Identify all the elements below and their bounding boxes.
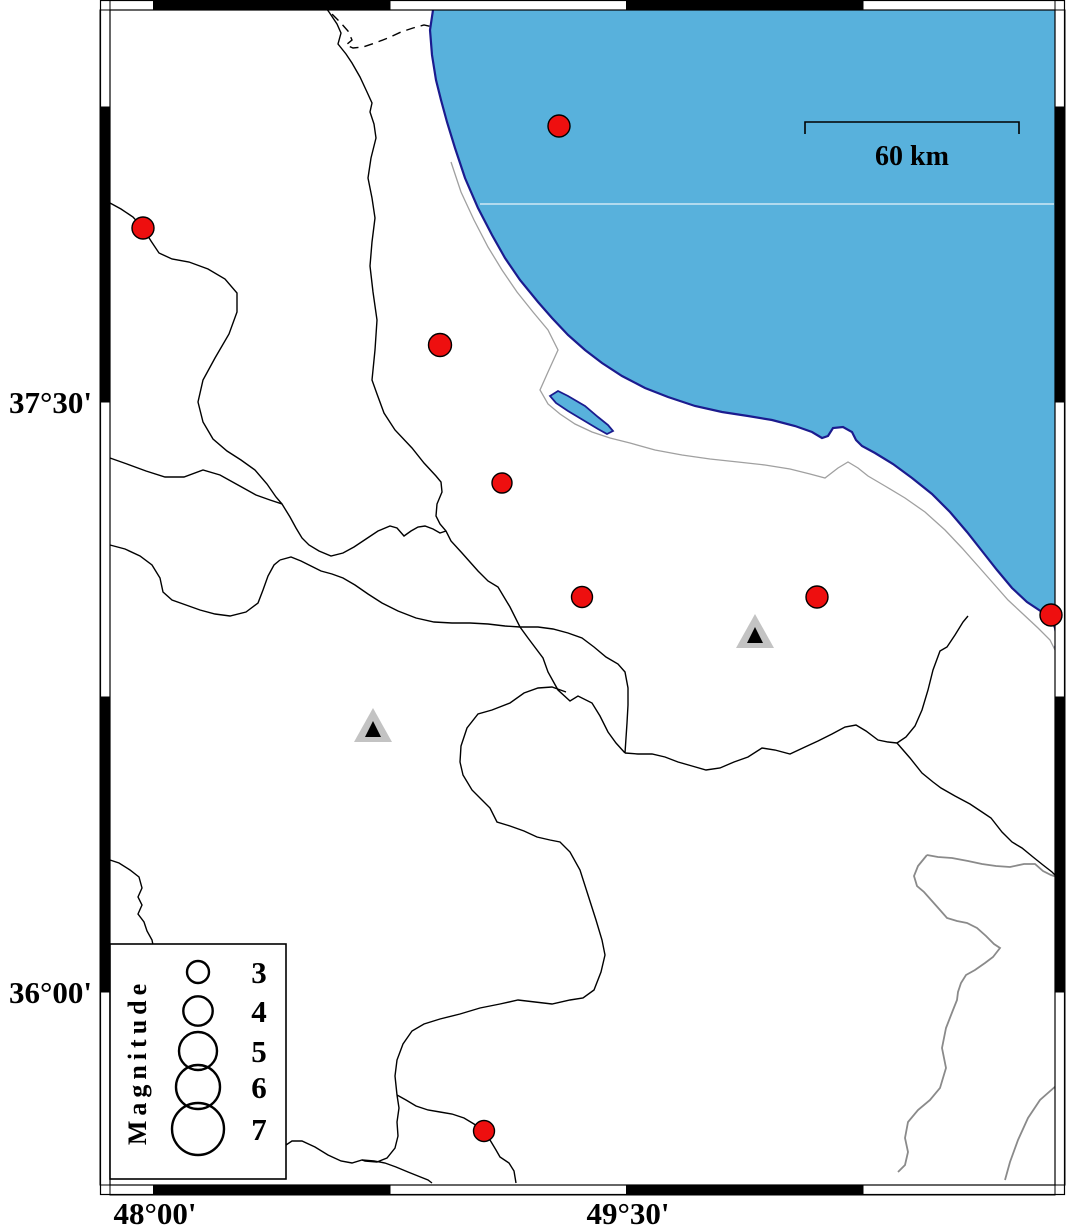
legend-magnitude-value: 7 xyxy=(251,1112,267,1147)
earthquake-marker xyxy=(472,1119,496,1143)
international-border-dashed xyxy=(321,2,434,49)
caspian-sea xyxy=(430,10,1057,648)
legend-magnitude-value: 4 xyxy=(251,994,267,1029)
frame-segment-left xyxy=(99,696,111,993)
west-boundary xyxy=(109,457,447,557)
longitude-label: 48°00' xyxy=(113,1196,196,1229)
frame-segment-left xyxy=(99,401,111,698)
earthquake-marker xyxy=(427,332,453,358)
legend-magnitude-circle xyxy=(170,1101,226,1157)
boundary-to-bottom-frame xyxy=(361,1159,433,1184)
earthquake-marker xyxy=(547,114,571,138)
frame-segment-top xyxy=(153,0,391,11)
legend-magnitude-circle xyxy=(185,959,211,985)
river-corner xyxy=(1004,1084,1058,1181)
frame-segment-left xyxy=(99,106,111,403)
station-triangle-inner xyxy=(365,721,381,737)
frame-segment-right xyxy=(1054,696,1066,993)
frame-segment-top xyxy=(109,0,154,11)
legend-magnitude-value: 5 xyxy=(251,1034,267,1069)
boundary-lobe-and-south xyxy=(394,686,606,1096)
scale-bar: 60 km xyxy=(804,121,1020,172)
coastline xyxy=(428,9,1059,649)
frame-segment-right xyxy=(1054,106,1066,403)
frame-segment-bottom xyxy=(109,1184,154,1196)
legend-magnitude-circle xyxy=(174,1063,222,1111)
boundary-to-coast xyxy=(896,615,969,744)
boundary-west-east-ridge xyxy=(624,724,898,771)
boundary-through-quake-to-frame xyxy=(396,1094,517,1184)
frame-segment-left xyxy=(99,9,111,108)
frame-segment-bottom xyxy=(862,1184,1056,1196)
frame-segment-top xyxy=(862,0,1056,11)
station-marker xyxy=(736,614,774,648)
earthquake-marker xyxy=(1039,603,1063,627)
frame-segment-bottom xyxy=(389,1184,627,1196)
scale-bar-label: 60 km xyxy=(875,141,949,172)
legend-title: Magnitude xyxy=(123,979,152,1145)
boundary-branch-east xyxy=(520,626,629,754)
map-frame xyxy=(99,0,1066,1196)
longitude-label: 49°30' xyxy=(586,1196,669,1229)
magnitude-legend: Magnitude 3 4 56 7 xyxy=(109,943,287,1180)
boundary-southeast xyxy=(896,742,1058,878)
frame-segment-right xyxy=(1054,401,1066,698)
legend-magnitude-circle xyxy=(182,995,214,1027)
northwest-boundary xyxy=(109,202,283,505)
earthquake-marker xyxy=(570,585,594,609)
legend-magnitude-value: 6 xyxy=(251,1070,267,1105)
latitude-label: 36°00' xyxy=(9,975,92,1010)
river-loop-south xyxy=(897,854,1002,1173)
latitude-label: 37°30' xyxy=(9,385,92,420)
main-north-south-boundary xyxy=(321,2,626,754)
earthquake-marker xyxy=(805,585,829,609)
earthquake-marker xyxy=(491,472,513,494)
legend-magnitude-value: 3 xyxy=(251,955,267,990)
frame-segment-top xyxy=(389,0,627,11)
earthquake-marker xyxy=(131,216,155,240)
southwest-wiggle xyxy=(109,544,281,617)
frame-inner-outline xyxy=(109,9,1056,1186)
frame-segment-right xyxy=(1054,9,1066,108)
frame-segment-left xyxy=(99,991,111,1186)
station-marker xyxy=(354,708,392,742)
frame-segment-bottom xyxy=(626,1184,864,1196)
station-triangle-inner xyxy=(747,627,763,643)
southwest-boundary xyxy=(279,556,521,628)
anzali-lagoon-lake xyxy=(548,389,615,436)
frame-segment-right xyxy=(1054,991,1066,1186)
river-east xyxy=(926,854,1058,878)
legend-top-squiggle xyxy=(109,859,154,946)
coastal-lagoon-line xyxy=(450,161,1057,653)
frame-outer-outline xyxy=(99,0,1066,1196)
frame-segment-top xyxy=(626,0,864,11)
legend-magnitude-circle xyxy=(177,1030,219,1072)
frame-segment-bottom xyxy=(153,1184,391,1196)
scale-bar-bracket xyxy=(804,121,1020,134)
